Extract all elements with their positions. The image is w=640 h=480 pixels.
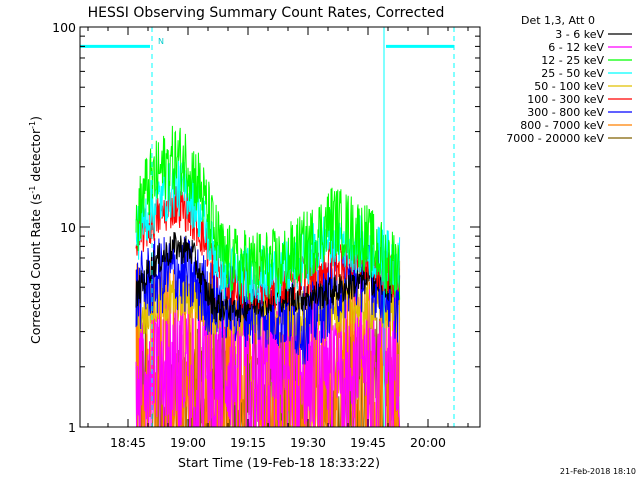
legend-label: 12 - 25 keV: [541, 54, 604, 67]
x-axis-ticks: 18:45 19:00 19:15 19:30 19:45 20:00: [87, 27, 469, 450]
y-tick-label: 10: [60, 220, 76, 235]
timestamp: 21-Feb-2018 18:10: [560, 467, 636, 476]
x-tick-label: 19:15: [230, 435, 266, 450]
series-line-6: [135, 234, 401, 365]
y-tick-label: 1: [68, 420, 76, 435]
x-axis-label: Start Time (19-Feb-18 18:33:22): [178, 455, 380, 470]
legend-label: 25 - 50 keV: [541, 67, 604, 80]
y-axis-label-part1: Corrected Count Rate (s: [28, 194, 43, 344]
x-tick-label: 20:00: [410, 435, 446, 450]
legend-label: 3 - 6 keV: [555, 28, 604, 41]
y-axis-label-sup1: -1: [28, 186, 37, 194]
legend-label: 300 - 800 keV: [527, 106, 604, 119]
annotation-n: N: [158, 37, 164, 46]
x-tick-label: 19:45: [350, 435, 386, 450]
y-axis-ticks: 1 10 100: [52, 20, 480, 435]
plot-traces: [135, 125, 401, 428]
x-tick-label: 19:30: [290, 435, 326, 450]
legend-label: 50 - 100 keV: [534, 80, 604, 93]
legend-header: Det 1,3, Att 0: [521, 14, 595, 27]
legend-label: 6 - 12 keV: [548, 41, 604, 54]
y-axis-label-sup2: -1: [28, 121, 37, 129]
x-tick-label: 18:45: [110, 435, 146, 450]
series-line-2: [135, 125, 401, 301]
chart-title: HESSI Observing Summary Count Rates, Cor…: [88, 5, 445, 21]
legend-label: 100 - 300 keV: [527, 93, 604, 106]
y-axis-label-part2: detector: [28, 128, 43, 186]
x-tick-label: 19:00: [170, 435, 206, 450]
legend-label: 7000 - 20000 keV: [506, 132, 604, 145]
y-axis-label-part3: ): [28, 116, 43, 121]
legend-label: 800 - 7000 keV: [520, 119, 604, 132]
y-tick-label: 100: [52, 20, 76, 35]
y-axis-label: Corrected Count Rate (s-1 detector-1): [28, 116, 43, 344]
series-line-3: [135, 157, 401, 305]
